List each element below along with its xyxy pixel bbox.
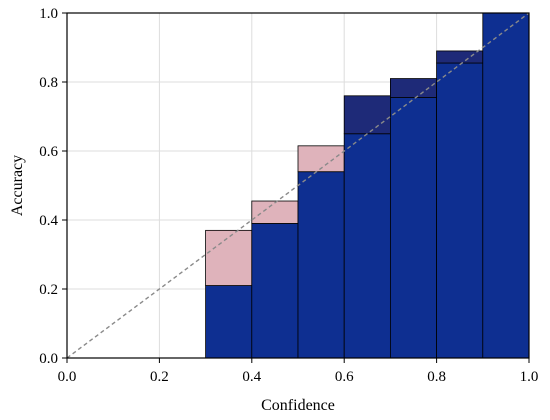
accuracy-bar xyxy=(389,97,437,359)
calibration-gap xyxy=(389,78,437,98)
x-tick-label: 0.2 xyxy=(150,369,169,385)
y-tick-label: 0.4 xyxy=(39,213,58,229)
calibration-gap xyxy=(436,50,484,64)
calibration-gap xyxy=(251,200,299,224)
y-tick-label: 0.2 xyxy=(39,282,58,298)
y-tick-label: 0.8 xyxy=(39,75,58,91)
accuracy-bar xyxy=(343,133,391,359)
x-tick-label: 0.6 xyxy=(335,369,354,385)
y-axis-title: Accuracy xyxy=(9,155,26,216)
calibration-gap xyxy=(343,95,391,135)
x-tick-label: 0.0 xyxy=(58,369,77,385)
accuracy-bar xyxy=(297,171,345,359)
calibration-gap xyxy=(205,229,253,286)
plot-frame xyxy=(66,12,530,359)
x-tick-label: 1.0 xyxy=(520,369,539,385)
y-tick-label: 0.0 xyxy=(39,351,58,367)
accuracy-bar xyxy=(436,62,484,359)
y-axis-ticks: 0.0 0.2 0.4 0.6 0.8 1.0 xyxy=(39,6,67,367)
accuracy-bar xyxy=(251,223,299,359)
bars xyxy=(205,12,530,359)
x-tick-label: 0.8 xyxy=(427,369,446,385)
perfect-calibration-line xyxy=(66,12,530,359)
accuracy-bar xyxy=(482,12,530,359)
x-axis-ticks: 0.0 0.2 0.4 0.6 0.8 1.0 xyxy=(58,358,539,385)
y-tick-label: 1.0 xyxy=(39,6,58,22)
accuracy-bar xyxy=(205,285,253,359)
y-tick-label: 0.6 xyxy=(39,144,58,160)
x-tick-label: 0.4 xyxy=(242,369,261,385)
x-axis-title: Confidence xyxy=(261,397,335,414)
